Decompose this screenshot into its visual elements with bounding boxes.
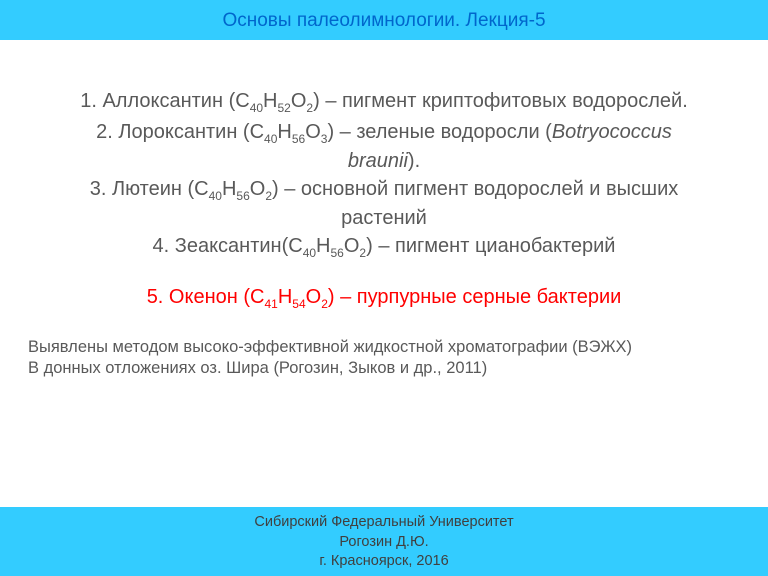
t: Н <box>278 286 292 308</box>
t: ) – основной пигмент водорослей и высших… <box>272 178 678 229</box>
t: Н <box>222 178 236 200</box>
header-bar: Основы палеолимнологии. Лекция-5 <box>0 0 768 40</box>
item-3: 3. Лютеин (С40Н56О2) – основной пигмент … <box>60 176 708 231</box>
sub: 40 <box>264 132 277 146</box>
t: ) – пигмент цианобактерий <box>366 235 615 257</box>
item-4: 4. Зеаксантин(С40Н56О2) – пигмент цианоб… <box>60 233 708 262</box>
footer-line-1: Сибирский Федеральный Университет <box>0 513 768 533</box>
sub: 40 <box>303 246 316 260</box>
t: 2. Лороксантин (С <box>96 121 264 143</box>
sub: 40 <box>209 189 222 203</box>
sub: 2 <box>265 189 272 203</box>
t: 5. Окенон (С <box>147 286 265 308</box>
slide-title: Основы палеолимнологии. Лекция-5 <box>0 10 768 32</box>
sub: 40 <box>250 101 263 115</box>
sub: 41 <box>264 297 277 311</box>
note-line-2: В донных отложениях оз. Шира (Рогозин, З… <box>28 358 740 379</box>
item-5: 5. Окенон (С41Н54О2) – пурпурные серные … <box>60 284 708 313</box>
t: ). <box>408 150 420 172</box>
t: О <box>344 235 360 257</box>
t: О <box>291 90 307 112</box>
t: Н <box>263 90 277 112</box>
sub: 56 <box>292 132 305 146</box>
sub: 54 <box>292 297 305 311</box>
item-2: 2. Лороксантин (С40Н56О3) – зеленые водо… <box>60 119 708 174</box>
note-block: Выявлены методом высоко-эффективной жидк… <box>0 315 768 380</box>
t: 4. Зеаксантин(С <box>153 235 303 257</box>
t: Н <box>277 121 291 143</box>
t: О <box>305 121 321 143</box>
t: ) – пигмент криптофитовых водорослей. <box>313 90 688 112</box>
t: Н <box>316 235 330 257</box>
footer-line-3: г. Красноярск, 2016 <box>0 552 768 572</box>
t: О <box>250 178 266 200</box>
sub: 56 <box>236 189 249 203</box>
note-line-1: Выявлены методом высоко-эффективной жидк… <box>28 337 740 358</box>
footer-line-2: Рогозин Д.Ю. <box>0 533 768 553</box>
sub: 56 <box>331 246 344 260</box>
sub: 2 <box>321 297 328 311</box>
t: ) – зеленые водоросли ( <box>327 121 551 143</box>
t: 1. Аллоксантин (С <box>80 90 249 112</box>
footer-bar: Сибирский Федеральный Университет Рогози… <box>0 507 768 576</box>
t: 3. Лютеин (С <box>90 178 209 200</box>
slide-body: 1. Аллоксантин (С40Н52О2) – пигмент крип… <box>0 40 768 313</box>
t: ) – пурпурные серные бактерии <box>328 286 621 308</box>
item-1: 1. Аллоксантин (С40Н52О2) – пигмент крип… <box>60 88 708 117</box>
t: О <box>306 286 322 308</box>
sub: 52 <box>278 101 291 115</box>
